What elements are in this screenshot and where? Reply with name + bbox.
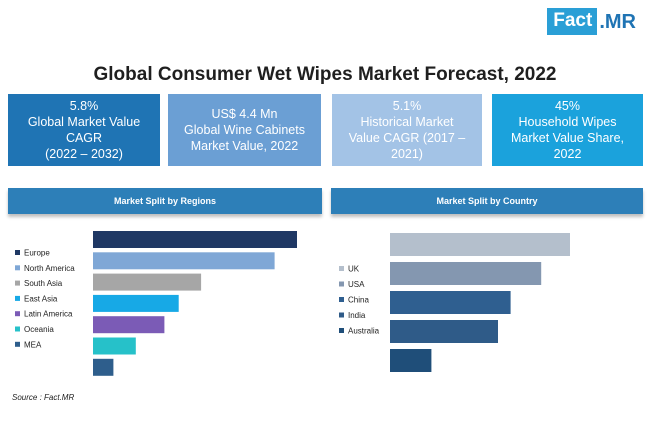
- logo-suffix: .MR: [599, 10, 636, 33]
- stat-line: Value CAGR (2017 –: [348, 131, 466, 145]
- stat-line: Market Value, 2022: [190, 139, 299, 153]
- stat-line: 2021): [391, 147, 423, 161]
- stat-card-household-share: 45% Household Wipes Market Value Share, …: [492, 94, 643, 166]
- regions-panel-header: Market Split by Regions: [8, 188, 322, 214]
- stat-line: Market Value Share,: [510, 131, 625, 145]
- legend-swatch: [339, 281, 344, 287]
- legend-label: USA: [348, 280, 365, 289]
- stat-value: US$ 4.4 Mn: [211, 107, 278, 121]
- legend-swatch: [339, 312, 344, 318]
- legend-label: UK: [348, 265, 360, 274]
- bar-oceania: [93, 337, 136, 355]
- source-note: Source : Fact.MR: [12, 393, 75, 402]
- bar-india: [390, 320, 498, 343]
- bar-mea: [93, 358, 114, 376]
- stat-line: Historical Market: [360, 115, 454, 129]
- bar-north-america: [93, 252, 275, 270]
- stat-value: 5.1%: [392, 99, 422, 113]
- bar-latin-america: [93, 316, 165, 334]
- factmr-logo: Fact .MR: [547, 8, 636, 35]
- stat-line: Household Wipes: [518, 115, 617, 129]
- bar-uk: [390, 233, 570, 256]
- legend-label: Oceania: [24, 325, 54, 334]
- legend-label: MEA: [24, 340, 42, 349]
- country-panel-header: Market Split by Country: [331, 188, 643, 214]
- stat-card-market-cagr: 5.8% Global Market Value CAGR (2022 – 20…: [8, 94, 160, 166]
- page-title: Global Consumer Wet Wipes Market Forecas…: [93, 64, 557, 85]
- bar-east-asia: [93, 294, 179, 312]
- stat-line: CAGR: [65, 131, 103, 145]
- bar-europe: [93, 231, 297, 248]
- legend-swatch: [339, 266, 344, 271]
- legend-swatch: [15, 295, 20, 301]
- legend-label: Latin America: [24, 310, 73, 319]
- stat-value: 5.8%: [69, 99, 99, 113]
- legend-swatch: [339, 328, 344, 333]
- bar-china: [390, 291, 511, 314]
- bar-usa: [390, 262, 542, 285]
- stat-card-market-value: US$ 4.4 Mn Global Wine Cabinets Market V…: [168, 94, 321, 166]
- logo-box: Fact: [547, 8, 598, 35]
- legend-label: China: [348, 296, 369, 305]
- stat-line: Global Wine Cabinets: [184, 123, 305, 137]
- bar-australia: [390, 349, 432, 372]
- bar-south-asia: [93, 273, 202, 291]
- stat-line: (2022 – 2032): [45, 147, 123, 161]
- legend-swatch: [339, 297, 344, 302]
- legend-label: Australia: [348, 327, 380, 336]
- legend-label: East Asia: [24, 294, 58, 303]
- legend-swatch: [15, 341, 20, 347]
- legend-label: North America: [24, 264, 75, 273]
- legend-swatch: [15, 311, 20, 317]
- stat-value: 45%: [554, 99, 581, 113]
- legend-label: India: [348, 311, 366, 320]
- stat-line: Global Market Value: [27, 115, 141, 129]
- legend-swatch: [15, 265, 20, 271]
- stat-line: 2022: [553, 147, 582, 161]
- legend-swatch: [15, 326, 20, 332]
- legend-swatch: [15, 280, 20, 286]
- legend-label: South Asia: [24, 279, 63, 288]
- legend-swatch: [15, 250, 20, 255]
- stat-card-historical-cagr: 5.1% Historical Market Value CAGR (2017 …: [332, 94, 482, 166]
- legend-label: Europe: [24, 249, 50, 258]
